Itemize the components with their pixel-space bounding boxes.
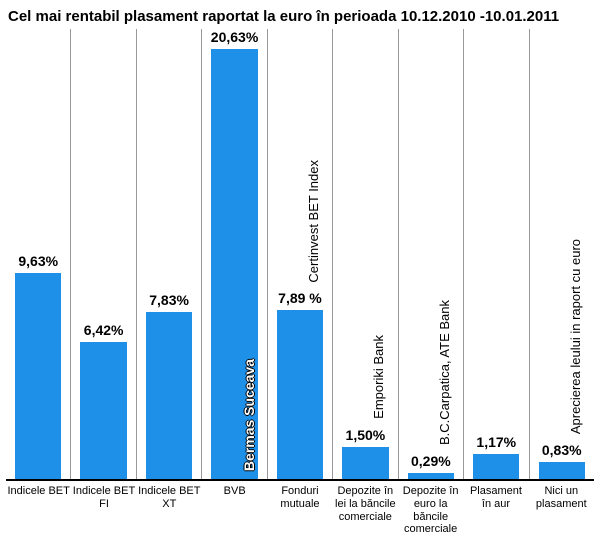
bar-value-label: 0,29% <box>411 453 451 469</box>
bar-value-label: 6,42% <box>84 322 124 338</box>
bar-slot: 6,42% <box>71 29 136 479</box>
bar-slot: 9,63% <box>6 29 71 479</box>
bar <box>473 454 519 479</box>
bar-slot: 1,17% <box>464 29 529 479</box>
bar-vertical-label: Emporiki Bank <box>371 335 386 419</box>
bar-value-label: 9,63% <box>18 253 58 269</box>
bar <box>15 273 61 480</box>
xaxis-label: Indicele BET <box>6 485 71 536</box>
bar <box>277 310 323 479</box>
bar-value-label: 20,63% <box>211 29 258 45</box>
bar-value-label: 1,50% <box>346 427 386 443</box>
xaxis-row: Indicele BETIndicele BET FIIndicele BET … <box>6 485 594 536</box>
bar-slot: 20,63% Bermas Suceava <box>202 29 267 479</box>
xaxis-label: Depozite în euro la băncile comerciale <box>398 485 463 536</box>
bar-vertical-label: B.C.Carpatica, ATE Bank <box>437 300 452 445</box>
bar: Bermas Suceava <box>211 49 257 479</box>
bar <box>342 447 388 479</box>
bar-slot: 7,83% <box>137 29 202 479</box>
bar-slot: Certinvest BET Index 7,89 % <box>268 29 333 479</box>
bar-slot: Emporiki Bank 1,50% <box>333 29 398 479</box>
bars-row: 9,63% 6,42% 7,83% 20,63% Bermas Suceava Certi… <box>6 29 594 481</box>
bar-vertical-label: Certinvest BET Index <box>306 160 321 283</box>
bar <box>539 462 585 480</box>
bar-vertical-label-inside: Bermas Suceava <box>241 359 257 471</box>
plot-area: 9,63% 6,42% 7,83% 20,63% Bermas Suceava Certi… <box>6 29 594 481</box>
chart-container: Cel mai rentabil plasament raportat la e… <box>0 0 600 540</box>
xaxis-label: Fonduri mutuale <box>267 485 332 536</box>
chart-title: Cel mai rentabil plasament raportat la e… <box>6 8 594 25</box>
bar-vertical-label: Aprecierea leului in raport cu euro <box>568 239 583 434</box>
bar <box>146 312 192 480</box>
bar-slot: Aprecierea leului in raport cu euro 0,83% <box>530 29 594 479</box>
bar-slot: B.C.Carpatica, ATE Bank 0,29% <box>399 29 464 479</box>
xaxis-label: Indicele BET FI <box>71 485 136 536</box>
bar-value-label: 0,83% <box>542 442 582 458</box>
xaxis-label: Depozite în lei la băncile comerciale <box>333 485 398 536</box>
xaxis-label: BVB <box>202 485 267 536</box>
xaxis-label: Indicele BET XT <box>137 485 202 536</box>
xaxis-label: Nici un plasament <box>529 485 594 536</box>
xaxis-label: Plasament în aur <box>463 485 528 536</box>
bar-value-label: 7,89 % <box>278 290 322 306</box>
bar-value-label: 1,17% <box>476 434 516 450</box>
bar-value-label: 7,83% <box>149 292 189 308</box>
bar <box>80 342 126 480</box>
bar <box>408 473 454 479</box>
